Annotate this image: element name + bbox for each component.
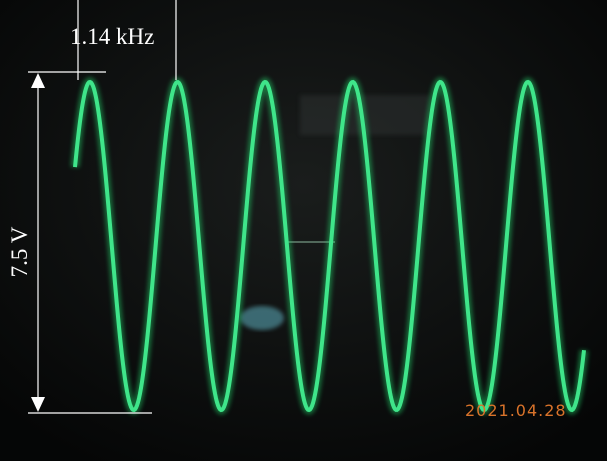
waveform: [73, 79, 586, 413]
arrow-head-down: [31, 397, 45, 412]
arrow-head-up: [31, 73, 45, 88]
frequency-label: 1.14 kHz: [70, 24, 154, 49]
annotation-lines: [28, 0, 177, 414]
date-stamp: 2021.04.28: [465, 401, 567, 420]
light-spot: [240, 306, 284, 330]
voltage-label: 7.5 V: [7, 226, 32, 277]
